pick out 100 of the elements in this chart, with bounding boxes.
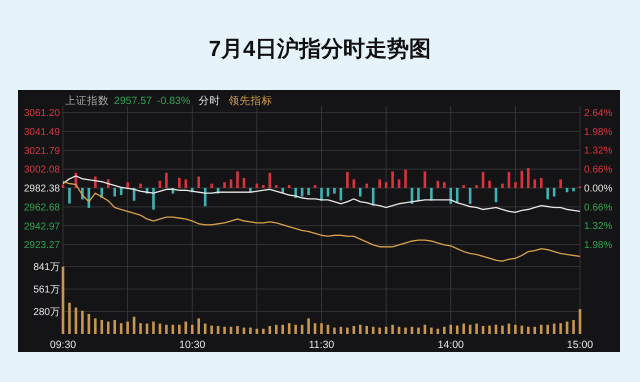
x-tick-label: 10:30: [179, 339, 206, 351]
bar: [410, 326, 414, 334]
bar: [113, 188, 116, 196]
bar: [346, 328, 349, 334]
bar: [242, 178, 246, 188]
bar: [126, 182, 129, 188]
bar: [456, 326, 459, 334]
bar: [384, 182, 388, 188]
bar: [533, 179, 536, 188]
bar: [546, 188, 549, 200]
bar: [210, 326, 213, 334]
bar: [533, 326, 536, 334]
text: 领先指标: [228, 94, 272, 107]
bar: [488, 326, 491, 334]
y2-tick-label: 0.00%: [584, 183, 612, 194]
bar: [314, 185, 316, 188]
bar: [514, 324, 517, 334]
annotation: 上证指数: [65, 94, 109, 107]
bar: [307, 188, 310, 196]
y2-tick-label: 1.98%: [584, 240, 612, 251]
bar: [249, 328, 252, 334]
bar: [552, 324, 556, 334]
bar: [527, 168, 530, 188]
bar: [340, 188, 342, 200]
bar: [139, 323, 142, 334]
bar: [106, 322, 110, 334]
y2-tick-label: 2.64%: [584, 108, 612, 120]
bar: [391, 171, 394, 188]
y-tick-label: 2982.38: [24, 184, 60, 195]
bar: [210, 184, 213, 188]
y2-tick-label: 0.66%: [584, 202, 612, 214]
bar: [398, 179, 400, 188]
bar: [314, 323, 316, 334]
bar: [204, 324, 206, 334]
bar: [165, 324, 168, 334]
bar: [68, 188, 71, 204]
bar: [559, 323, 562, 334]
bar: [152, 322, 155, 334]
bar: [501, 184, 504, 188]
bar: [384, 326, 388, 334]
bar: [552, 188, 556, 196]
bar: [197, 176, 200, 188]
bar: [449, 324, 452, 334]
bar: [358, 324, 362, 334]
y-tick-label: 2962.68: [24, 202, 60, 214]
y2-tick-label: 1.98%: [584, 126, 612, 138]
bar: [288, 323, 290, 334]
bar: [178, 324, 181, 334]
y-tick-label: 561万: [33, 284, 60, 296]
bar: [494, 324, 498, 334]
bar: [120, 323, 122, 334]
bar: [256, 184, 258, 188]
bar: [326, 188, 330, 196]
bar: [268, 172, 272, 188]
bar: [262, 185, 265, 188]
y-tick-label: 3061.20: [24, 108, 60, 120]
bar: [417, 188, 420, 201]
bar: [197, 318, 200, 334]
x-tick-label: 09:30: [50, 339, 76, 351]
annotation: -0.83%: [156, 95, 190, 107]
bar: [139, 184, 142, 188]
bar: [559, 179, 562, 188]
bar: [158, 180, 162, 188]
bar: [404, 170, 407, 188]
bar: [88, 314, 90, 334]
bar: [94, 318, 97, 334]
bar: [456, 188, 459, 202]
bar: [417, 328, 420, 334]
line-series: [62, 175, 581, 213]
y2-tick-label: 0.66%: [584, 164, 612, 176]
bar: [256, 328, 258, 334]
bar: [268, 326, 272, 334]
bar: [378, 328, 381, 334]
bar: [236, 326, 239, 334]
bar: [442, 326, 446, 334]
bar: [540, 178, 543, 188]
bar: [274, 185, 278, 188]
bar: [462, 324, 465, 334]
bar: [146, 324, 148, 334]
bar: [398, 326, 400, 334]
bar: [424, 324, 426, 334]
bar: [546, 324, 549, 334]
bar: [294, 324, 297, 334]
bar: [165, 172, 168, 188]
y-tick-label: 3041.49: [24, 126, 60, 138]
bar: [410, 188, 414, 204]
x-tick-label: 14:00: [438, 339, 464, 351]
bar: [520, 170, 524, 188]
bar: [468, 324, 472, 334]
bar: [74, 308, 78, 334]
bar: [300, 324, 304, 334]
text: 分时: [198, 94, 220, 107]
bar: [372, 326, 374, 334]
chart-title: 7月4日沪指分时走势图: [208, 36, 432, 61]
bar: [468, 188, 472, 204]
x-tick-label: 11:30: [308, 339, 334, 351]
bar: [178, 178, 181, 188]
bar: [62, 184, 64, 188]
bar: [578, 309, 582, 334]
bar: [113, 320, 116, 334]
